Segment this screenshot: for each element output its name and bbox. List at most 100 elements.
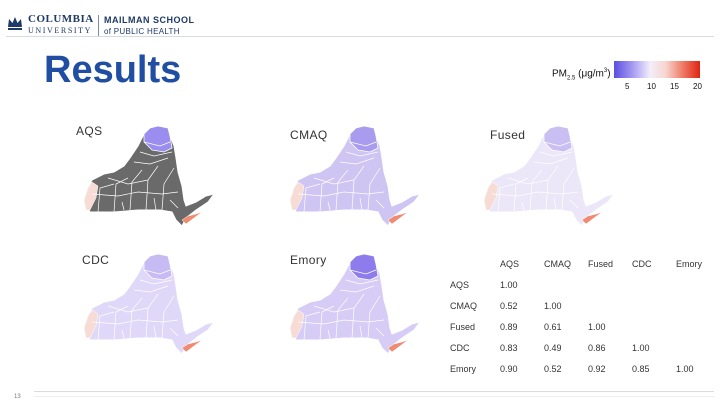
- table-cell: [676, 274, 720, 295]
- county-border: [303, 311, 321, 341]
- western-region: [83, 181, 99, 211]
- logo-columbia-text: COLUMBIA: [28, 13, 94, 25]
- county-border: [129, 297, 143, 339]
- county-border: [375, 199, 385, 209]
- table-cell: [632, 274, 676, 295]
- county-border: [319, 305, 335, 341]
- county-border: [153, 325, 157, 339]
- map-label-aqs: AQS: [76, 124, 103, 138]
- county-border: [319, 177, 335, 213]
- county-border: [375, 327, 385, 337]
- county-border: [133, 157, 169, 165]
- county-border: [335, 297, 349, 339]
- county-border: [539, 151, 573, 157]
- county-border: [335, 169, 349, 211]
- county-border: [129, 169, 143, 211]
- table-cell: [632, 316, 676, 337]
- county-border: [97, 183, 115, 213]
- county-border: [327, 201, 331, 211]
- table-header-cell: AQS: [500, 258, 520, 269]
- county-border: [107, 305, 149, 313]
- state-region: [483, 125, 616, 227]
- nyc-region: [181, 339, 203, 353]
- legend-tick: 15: [670, 82, 679, 91]
- county-border: [133, 285, 169, 293]
- map-cdc: [78, 250, 218, 362]
- county-border: [339, 157, 375, 165]
- county-border: [339, 285, 375, 293]
- table-cell: [676, 295, 720, 316]
- table-cell: 1.00: [500, 279, 518, 290]
- table-cell: 0.86: [588, 342, 606, 353]
- state-region: [289, 125, 422, 227]
- table-cell: 0.83: [500, 342, 518, 353]
- row-label: CDC: [450, 342, 470, 353]
- map-emory: [284, 250, 424, 362]
- western-region: [289, 181, 305, 211]
- table-header-cell: [450, 253, 500, 274]
- state-region: [83, 253, 216, 355]
- county-border: [107, 177, 149, 185]
- table-cell: 0.92: [588, 363, 606, 374]
- table-row: Emory 0.90 0.52 0.92 0.85 1.00: [450, 358, 720, 379]
- adirondack-region: [543, 125, 573, 153]
- map-label-fused: Fused: [490, 128, 526, 142]
- county-border: [297, 319, 385, 325]
- footer-divider: [34, 391, 714, 392]
- table-header-cell: CDC: [632, 258, 652, 269]
- table-cell: [588, 295, 632, 316]
- table-cell: 0.52: [544, 363, 562, 374]
- western-region: [83, 309, 99, 339]
- table-cell: [588, 274, 632, 295]
- county-border: [313, 177, 355, 185]
- row-label: Emory: [450, 363, 477, 374]
- county-border: [143, 269, 171, 275]
- county-border: [491, 191, 579, 197]
- page-number: 13: [14, 394, 21, 400]
- county-border: [359, 197, 363, 211]
- nyc-region: [581, 211, 603, 225]
- correlation-table: AQS CMAQ Fused CDC Emory AQS 1.00 CMAQ 0…: [450, 253, 720, 379]
- legend-color-bar: [614, 61, 700, 78]
- map-label-emory: Emory: [290, 253, 327, 267]
- color-legend: PM2.5 (μg/m3) 5 10 15 20: [548, 58, 708, 94]
- row-label: AQS: [450, 279, 470, 290]
- state-map-graphic: [289, 125, 422, 227]
- table-header-row: AQS CMAQ Fused CDC Emory: [450, 253, 720, 274]
- county-border: [121, 329, 125, 339]
- row-label: Fused: [450, 321, 476, 332]
- slide-title: Results: [44, 49, 182, 91]
- table-row: Fused 0.89 0.61 1.00: [450, 316, 720, 337]
- table-cell: 1.00: [632, 342, 650, 353]
- map-label-cmaq: CMAQ: [290, 128, 328, 142]
- logo-divider: [98, 15, 99, 37]
- row-label: CMAQ: [450, 300, 477, 311]
- table-cell: [676, 337, 720, 358]
- legend-label: PM2.5 (μg/m3): [552, 68, 611, 82]
- table-cell: 1.00: [676, 363, 694, 374]
- table-row: AQS 1.00: [450, 274, 720, 295]
- county-border: [297, 191, 385, 197]
- state-region: [289, 253, 422, 355]
- table-header-cell: Emory: [676, 258, 703, 269]
- table-cell: 0.61: [544, 321, 562, 332]
- county-border: [91, 319, 179, 325]
- county-border: [161, 295, 175, 339]
- county-border: [569, 199, 579, 209]
- legend-tick: 10: [647, 82, 656, 91]
- map-label-cdc: CDC: [82, 253, 110, 267]
- county-border: [367, 295, 381, 339]
- table-cell: [544, 274, 588, 295]
- county-border: [507, 177, 549, 185]
- table-row: CMAQ 0.52 1.00: [450, 295, 720, 316]
- table-cell: 0.90: [500, 363, 518, 374]
- county-border: [91, 191, 179, 197]
- logo-university-text: UNIVERSITY: [28, 26, 92, 35]
- adirondack-region: [143, 253, 173, 281]
- county-border: [169, 327, 179, 337]
- adirondack-region: [143, 125, 173, 153]
- state-map-graphic: [83, 253, 216, 355]
- western-region: [289, 309, 305, 339]
- county-border: [113, 305, 129, 341]
- table-row: CDC 0.83 0.49 0.86 1.00: [450, 337, 720, 358]
